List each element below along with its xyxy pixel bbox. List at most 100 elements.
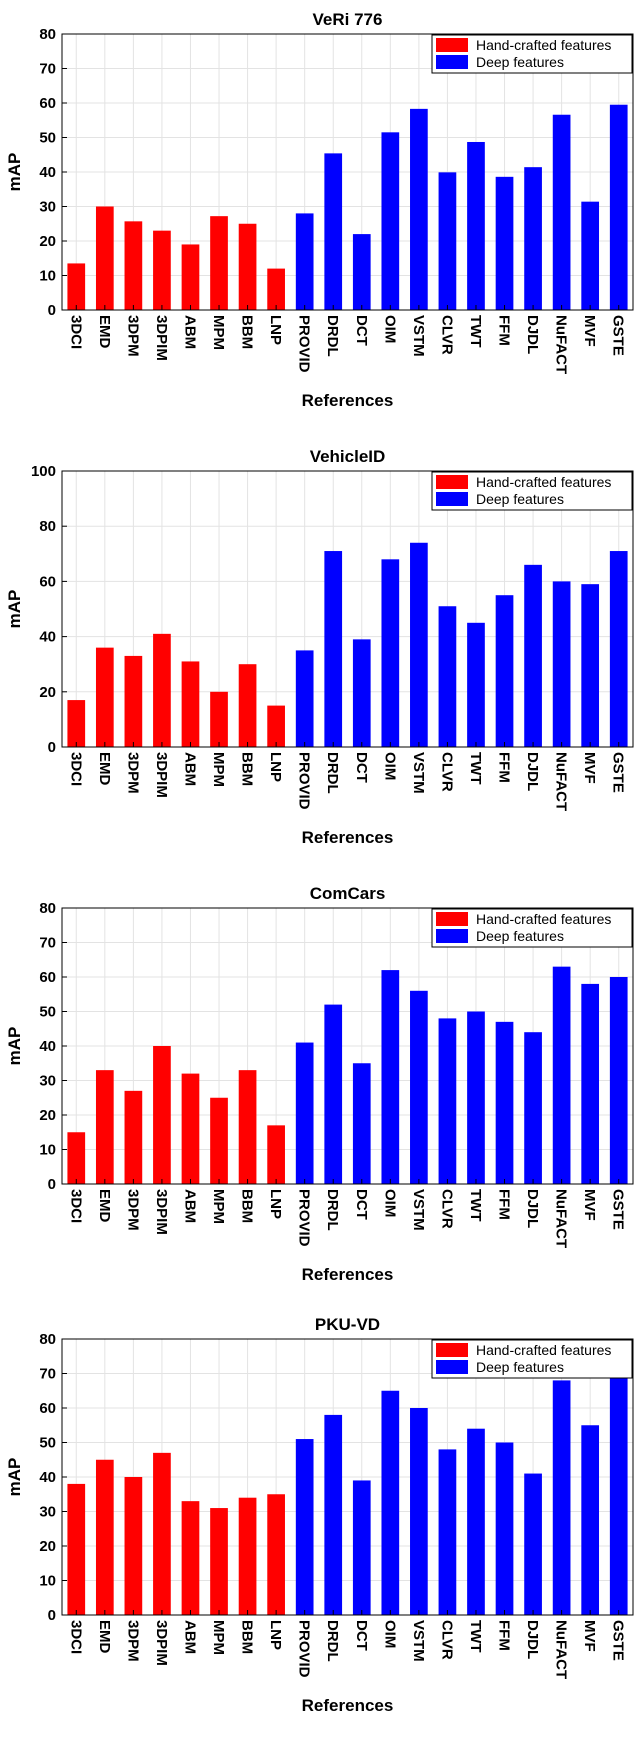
x-tick-label: 3DPM xyxy=(124,1189,141,1231)
bar-djdl xyxy=(524,564,542,747)
x-tick-label: MVF xyxy=(581,752,598,784)
legend-swatch xyxy=(436,1360,468,1374)
x-tick-label: DCT xyxy=(353,1189,370,1220)
bar-mvf xyxy=(581,584,600,747)
bar-mvf xyxy=(581,983,600,1184)
bar-twt xyxy=(467,1011,485,1184)
y-tick-label: 50 xyxy=(39,130,56,147)
x-tick-label: EMD xyxy=(96,1189,113,1223)
legend-label: Hand-crafted features xyxy=(476,1342,611,1358)
x-tick-label: NuFACT xyxy=(553,1189,570,1248)
x-tick-label: PROVID xyxy=(296,315,313,373)
x-tick-label: 3DCI xyxy=(67,752,84,786)
x-tick-label: 3DPIM xyxy=(153,752,170,798)
bar-djdl xyxy=(524,1473,542,1615)
x-tick-label: VSTM xyxy=(410,1620,427,1662)
bar-oim xyxy=(381,1390,400,1615)
y-tick-label: 80 xyxy=(39,900,56,917)
y-tick-label: 40 xyxy=(39,629,56,646)
y-tick-label: 50 xyxy=(39,1435,56,1452)
x-tick-label: OIM xyxy=(381,1189,398,1217)
bar-mpm xyxy=(210,1097,228,1184)
x-tick-label: DCT xyxy=(353,315,370,346)
x-tick-label: MPM xyxy=(210,1620,227,1655)
x-tick-label: MVF xyxy=(581,315,598,347)
bar-dct xyxy=(352,1480,371,1615)
bar-mvf xyxy=(581,1425,600,1615)
x-tick-label: NuFACT xyxy=(553,752,570,811)
chart-title: ComCars xyxy=(310,884,386,903)
bar-drdl xyxy=(324,153,343,310)
bar-gste xyxy=(609,551,628,747)
x-tick-label: LNP xyxy=(267,1620,284,1650)
y-axis-label: mAP xyxy=(5,1027,24,1066)
x-tick-label: FFM xyxy=(496,1189,513,1220)
x-tick-label: 3DPIM xyxy=(153,1620,170,1666)
bar-emd xyxy=(95,1070,114,1184)
bar-3dpm xyxy=(124,655,143,747)
x-tick-label: CLVR xyxy=(438,315,455,355)
bar-provid xyxy=(295,1042,314,1184)
chart-1: 0 10 20 30 40 50 60 70 80 3DCI EMD 3DPM 3DPIM ABM MPM B… xyxy=(5,10,634,410)
legend-swatch xyxy=(436,38,468,52)
x-tick-label: EMD xyxy=(96,315,113,349)
bar-emd xyxy=(95,206,114,310)
bar-3dci xyxy=(67,1483,86,1615)
bar-abm xyxy=(181,244,200,310)
x-tick-label: MPM xyxy=(210,315,227,350)
y-tick-label: 70 xyxy=(39,61,56,78)
x-axis-label: References xyxy=(302,1696,394,1715)
y-tick-label: 20 xyxy=(39,1538,56,1555)
x-tick-label: CLVR xyxy=(438,1620,455,1660)
bar-abm xyxy=(181,661,200,747)
bar-emd xyxy=(95,647,114,747)
x-tick-label: NuFACT xyxy=(553,1620,570,1679)
x-tick-label: CLVR xyxy=(438,752,455,792)
bar-oim xyxy=(381,970,400,1184)
x-tick-label: ABM xyxy=(181,1620,198,1654)
bar-clvr xyxy=(438,172,457,310)
y-axis-label: mAP xyxy=(5,1458,24,1497)
bar-ffm xyxy=(495,1021,514,1184)
legend-label: Deep features xyxy=(476,54,564,70)
x-tick-label: MVF xyxy=(581,1189,598,1221)
x-tick-label: FFM xyxy=(496,752,513,783)
bar-3dci xyxy=(67,700,86,747)
x-tick-label: ABM xyxy=(181,315,198,349)
bar-gste xyxy=(609,977,628,1184)
x-tick-label: NuFACT xyxy=(553,315,570,374)
bar-3dpim xyxy=(153,230,171,310)
bar-lnp xyxy=(267,268,285,310)
bar-lnp xyxy=(267,1125,285,1184)
legend-label: Deep features xyxy=(476,491,564,507)
y-tick-label: 10 xyxy=(39,1573,56,1590)
x-tick-label: FFM xyxy=(496,315,513,346)
x-tick-label: GSTE xyxy=(610,315,627,356)
x-tick-label: BBM xyxy=(239,1189,256,1223)
x-tick-label: FFM xyxy=(496,1620,513,1651)
x-tick-label: PROVID xyxy=(296,1189,313,1247)
bar-vstm xyxy=(410,542,428,747)
bar-djdl xyxy=(524,1032,542,1184)
x-tick-label: DRDL xyxy=(324,752,341,794)
x-tick-label: PROVID xyxy=(296,752,313,810)
legend-swatch xyxy=(436,1343,468,1357)
y-axis-label: mAP xyxy=(5,153,24,192)
x-tick-label: DRDL xyxy=(324,1189,341,1231)
x-tick-label: ABM xyxy=(181,1189,198,1223)
bar-mpm xyxy=(210,1508,228,1615)
x-tick-label: 3DCI xyxy=(67,1620,84,1654)
chart-title: PKU-VD xyxy=(315,1315,380,1334)
x-tick-label: EMD xyxy=(96,1620,113,1654)
x-tick-label: VSTM xyxy=(410,1189,427,1231)
bar-bbm xyxy=(238,1497,257,1615)
bar-nufact xyxy=(552,114,571,310)
bar-3dpm xyxy=(124,221,143,310)
x-tick-label: GSTE xyxy=(610,752,627,793)
x-tick-label: 3DPIM xyxy=(153,315,170,361)
bar-drdl xyxy=(324,1414,343,1615)
y-tick-label: 20 xyxy=(39,1107,56,1124)
y-tick-label: 40 xyxy=(39,1469,56,1486)
